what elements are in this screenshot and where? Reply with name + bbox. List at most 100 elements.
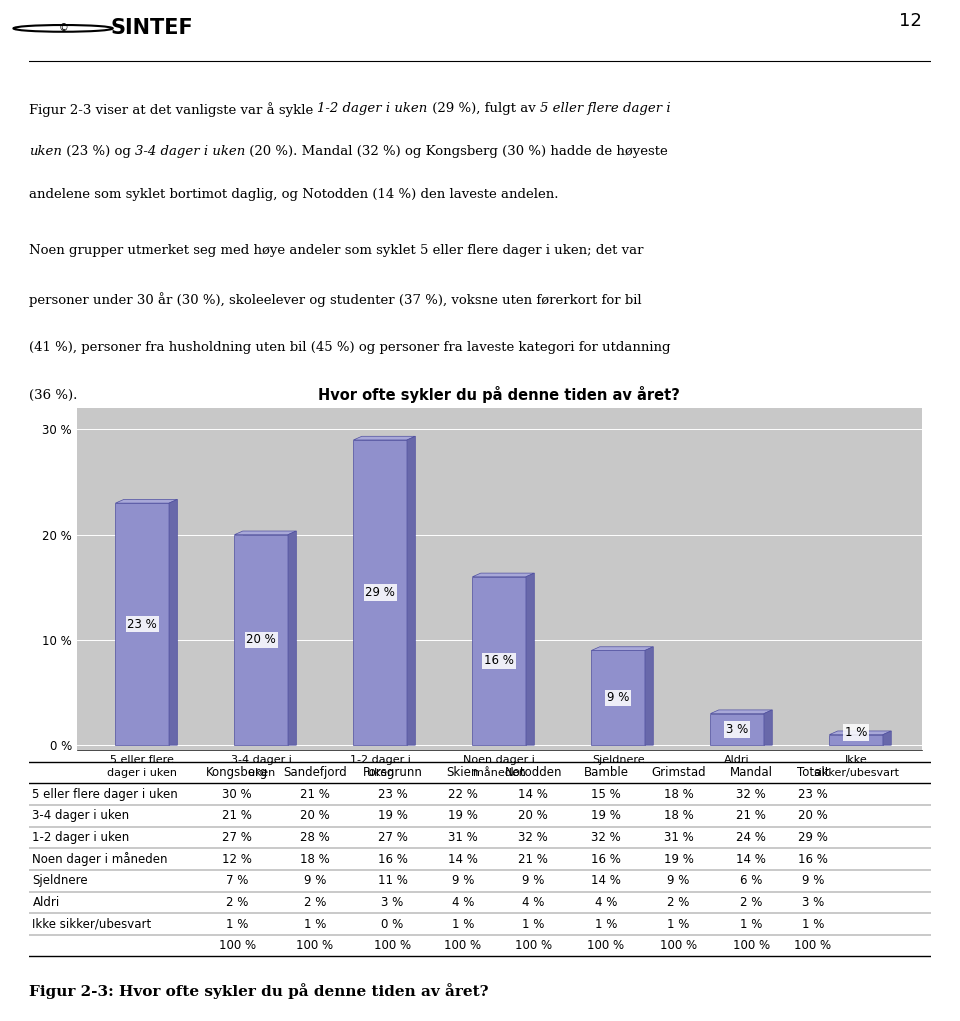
Text: 100 %: 100 % <box>660 939 697 953</box>
Text: 12 %: 12 % <box>223 853 252 866</box>
Polygon shape <box>526 573 535 745</box>
Text: 21 %: 21 % <box>518 853 548 866</box>
Text: 32 %: 32 % <box>591 831 621 844</box>
Text: 1 %: 1 % <box>226 918 249 930</box>
Text: 3-4 dager i uken: 3-4 dager i uken <box>33 810 130 822</box>
Text: 3 %: 3 % <box>381 895 403 909</box>
Text: 1 %: 1 % <box>303 918 326 930</box>
Polygon shape <box>407 436 416 745</box>
Text: Porsgrunn: Porsgrunn <box>363 766 422 779</box>
Bar <box>838 735 891 745</box>
Text: 16 %: 16 % <box>484 654 515 668</box>
Text: ©: © <box>59 23 68 34</box>
Text: 5 eller flere dager i: 5 eller flere dager i <box>540 102 670 115</box>
Text: Grimstad: Grimstad <box>651 766 706 779</box>
Text: Bamble: Bamble <box>584 766 629 779</box>
Text: 2 %: 2 % <box>740 895 762 909</box>
Text: 3 %: 3 % <box>802 895 824 909</box>
Text: 9 %: 9 % <box>607 691 630 704</box>
Text: Kongsberg: Kongsberg <box>206 766 269 779</box>
Text: Sjeldnere: Sjeldnere <box>33 874 88 887</box>
Text: 28 %: 28 % <box>300 831 329 844</box>
Text: Ikke sikker/ubesvart: Ikke sikker/ubesvart <box>33 918 152 930</box>
Text: uken: uken <box>29 145 61 158</box>
Text: 14 %: 14 % <box>736 853 766 866</box>
Bar <box>600 650 654 745</box>
Text: (36 %).: (36 %). <box>29 389 77 401</box>
Bar <box>362 440 416 745</box>
Text: 4 %: 4 % <box>522 895 544 909</box>
Text: Noen grupper utmerket seg med høye andeler som syklet 5 eller flere dager i uken: Noen grupper utmerket seg med høye andel… <box>29 244 643 257</box>
Text: 9 %: 9 % <box>451 874 474 887</box>
Text: 20 %: 20 % <box>798 810 828 822</box>
Text: Mandal: Mandal <box>730 766 773 779</box>
Text: 21 %: 21 % <box>223 810 252 822</box>
Bar <box>710 714 764 745</box>
Text: 6 %: 6 % <box>740 874 762 887</box>
Text: Figur 2-3: Hvor ofte sykler du på denne tiden av året?: Figur 2-3: Hvor ofte sykler du på denne … <box>29 983 489 1000</box>
Text: 23 %: 23 % <box>128 618 157 631</box>
Text: 23 %: 23 % <box>798 788 828 800</box>
Text: Noen dager i måneden: Noen dager i måneden <box>33 853 168 866</box>
Bar <box>481 577 535 745</box>
Text: SINTEF: SINTEF <box>110 18 193 39</box>
Text: 14 %: 14 % <box>518 788 548 800</box>
Bar <box>124 503 178 745</box>
Title: Hvor ofte sykler du på denne tiden av året?: Hvor ofte sykler du på denne tiden av år… <box>319 386 680 403</box>
Text: 29 %: 29 % <box>798 831 828 844</box>
Text: Notodden: Notodden <box>505 766 562 779</box>
Polygon shape <box>353 436 416 440</box>
Text: 100 %: 100 % <box>795 939 831 953</box>
Bar <box>234 535 288 745</box>
Text: 1 %: 1 % <box>802 918 825 930</box>
Text: 20 %: 20 % <box>300 810 329 822</box>
Text: 14 %: 14 % <box>591 874 621 887</box>
Polygon shape <box>472 573 535 577</box>
Text: 14 %: 14 % <box>448 853 478 866</box>
Text: 16 %: 16 % <box>798 853 828 866</box>
Text: 5 eller flere dager i uken: 5 eller flere dager i uken <box>33 788 179 800</box>
Text: 19 %: 19 % <box>663 853 693 866</box>
Text: 23 %: 23 % <box>377 788 407 800</box>
Text: 11 %: 11 % <box>377 874 407 887</box>
Text: 9 %: 9 % <box>802 874 825 887</box>
Text: 100 %: 100 % <box>373 939 411 953</box>
Text: 22 %: 22 % <box>448 788 478 800</box>
Text: 32 %: 32 % <box>518 831 548 844</box>
Text: 20 %: 20 % <box>518 810 548 822</box>
Text: 2 %: 2 % <box>226 895 249 909</box>
Text: 1 %: 1 % <box>845 726 867 739</box>
Bar <box>829 735 883 745</box>
Text: 1 %: 1 % <box>522 918 544 930</box>
Text: 7 %: 7 % <box>226 874 249 887</box>
Text: 21 %: 21 % <box>736 810 766 822</box>
Bar <box>353 440 407 745</box>
Text: 18 %: 18 % <box>663 788 693 800</box>
Text: 30 %: 30 % <box>223 788 252 800</box>
Text: 15 %: 15 % <box>591 788 621 800</box>
Text: 0 %: 0 % <box>381 918 403 930</box>
Text: (20 %). Mandal (32 %) og Kongsberg (30 %) hadde de høyeste: (20 %). Mandal (32 %) og Kongsberg (30 %… <box>245 145 668 158</box>
Bar <box>472 577 526 745</box>
Bar <box>719 714 772 745</box>
Polygon shape <box>829 731 891 735</box>
Text: 18 %: 18 % <box>300 853 329 866</box>
Text: (29 %), fulgt av: (29 %), fulgt av <box>427 102 540 115</box>
Text: 1 %: 1 % <box>740 918 762 930</box>
Polygon shape <box>645 646 654 745</box>
Text: 9 %: 9 % <box>522 874 544 887</box>
Text: 4 %: 4 % <box>451 895 474 909</box>
Text: 9 %: 9 % <box>667 874 689 887</box>
Polygon shape <box>169 499 178 745</box>
Text: 1 %: 1 % <box>451 918 474 930</box>
Bar <box>115 503 169 745</box>
Text: 12: 12 <box>900 12 923 31</box>
Text: 3-4 dager i uken: 3-4 dager i uken <box>134 145 245 158</box>
Text: 1-2 dager i uken: 1-2 dager i uken <box>318 102 427 115</box>
Polygon shape <box>288 531 297 745</box>
Text: 4 %: 4 % <box>594 895 617 909</box>
Text: 100 %: 100 % <box>297 939 333 953</box>
Polygon shape <box>883 731 891 745</box>
Polygon shape <box>591 646 654 650</box>
Text: Figur 2-3 viser at det vanligste var å sykle: Figur 2-3 viser at det vanligste var å s… <box>29 102 318 117</box>
